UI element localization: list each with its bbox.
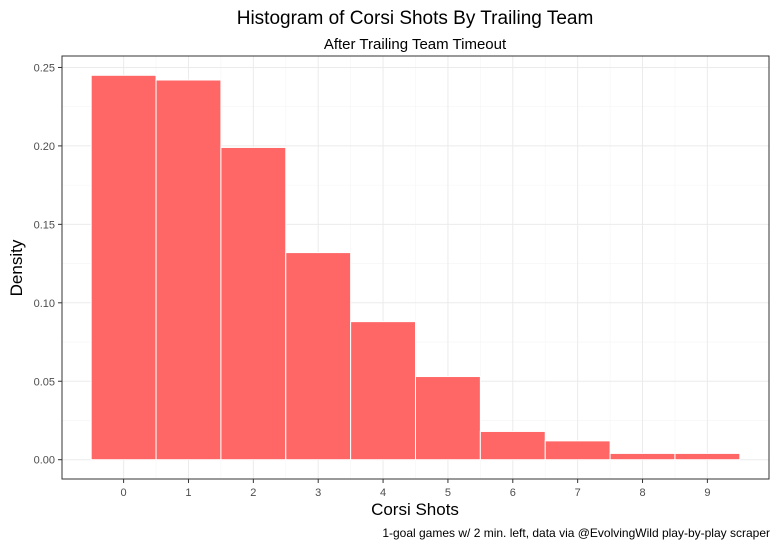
y-tick-label: 0.25 bbox=[34, 62, 55, 74]
y-tick-label: 0.00 bbox=[34, 455, 55, 467]
x-tick-label: 2 bbox=[250, 487, 256, 499]
y-axis: 0.00 0.05 0.10 0.15 0.20 0.25 bbox=[34, 62, 62, 467]
chart-subtitle: After Trailing Team Timeout bbox=[324, 36, 507, 53]
x-tick-label: 1 bbox=[185, 487, 191, 499]
bar-1 bbox=[155, 79, 222, 461]
panel-border bbox=[61, 55, 770, 480]
x-axis: 0 1 2 3 4 5 6 7 8 9 bbox=[121, 479, 710, 499]
x-tick-label: 3 bbox=[315, 487, 321, 499]
x-tick-label: 9 bbox=[704, 487, 710, 499]
x-tick-label: 8 bbox=[639, 487, 645, 499]
y-tick-label: 0.20 bbox=[34, 141, 55, 153]
x-tick-label: 7 bbox=[575, 487, 581, 499]
y-tick-label: 0.15 bbox=[34, 219, 55, 231]
x-tick-label: 6 bbox=[510, 487, 516, 499]
x-axis-title: Corsi Shots bbox=[371, 500, 459, 519]
x-tick-label: 0 bbox=[121, 487, 127, 499]
x-tick-label: 5 bbox=[445, 487, 451, 499]
bar-3 bbox=[285, 252, 352, 461]
y-tick-label: 0.05 bbox=[34, 376, 55, 388]
bar-9 bbox=[674, 452, 741, 461]
y-axis-title: Density bbox=[7, 239, 26, 296]
x-tick-label: 4 bbox=[380, 487, 386, 499]
bars bbox=[90, 74, 741, 461]
bar-0 bbox=[90, 74, 157, 461]
bar-6 bbox=[479, 430, 546, 461]
y-tick-label: 0.10 bbox=[34, 298, 55, 310]
bar-2 bbox=[220, 146, 287, 461]
bar-7 bbox=[544, 440, 611, 461]
chart-caption: 1-goal games w/ 2 min. left, data via @E… bbox=[382, 526, 770, 540]
chart-title: Histogram of Corsi Shots By Trailing Tea… bbox=[237, 8, 594, 29]
bar-4 bbox=[350, 321, 416, 461]
bar-8 bbox=[609, 452, 676, 461]
bar-5 bbox=[415, 376, 481, 461]
